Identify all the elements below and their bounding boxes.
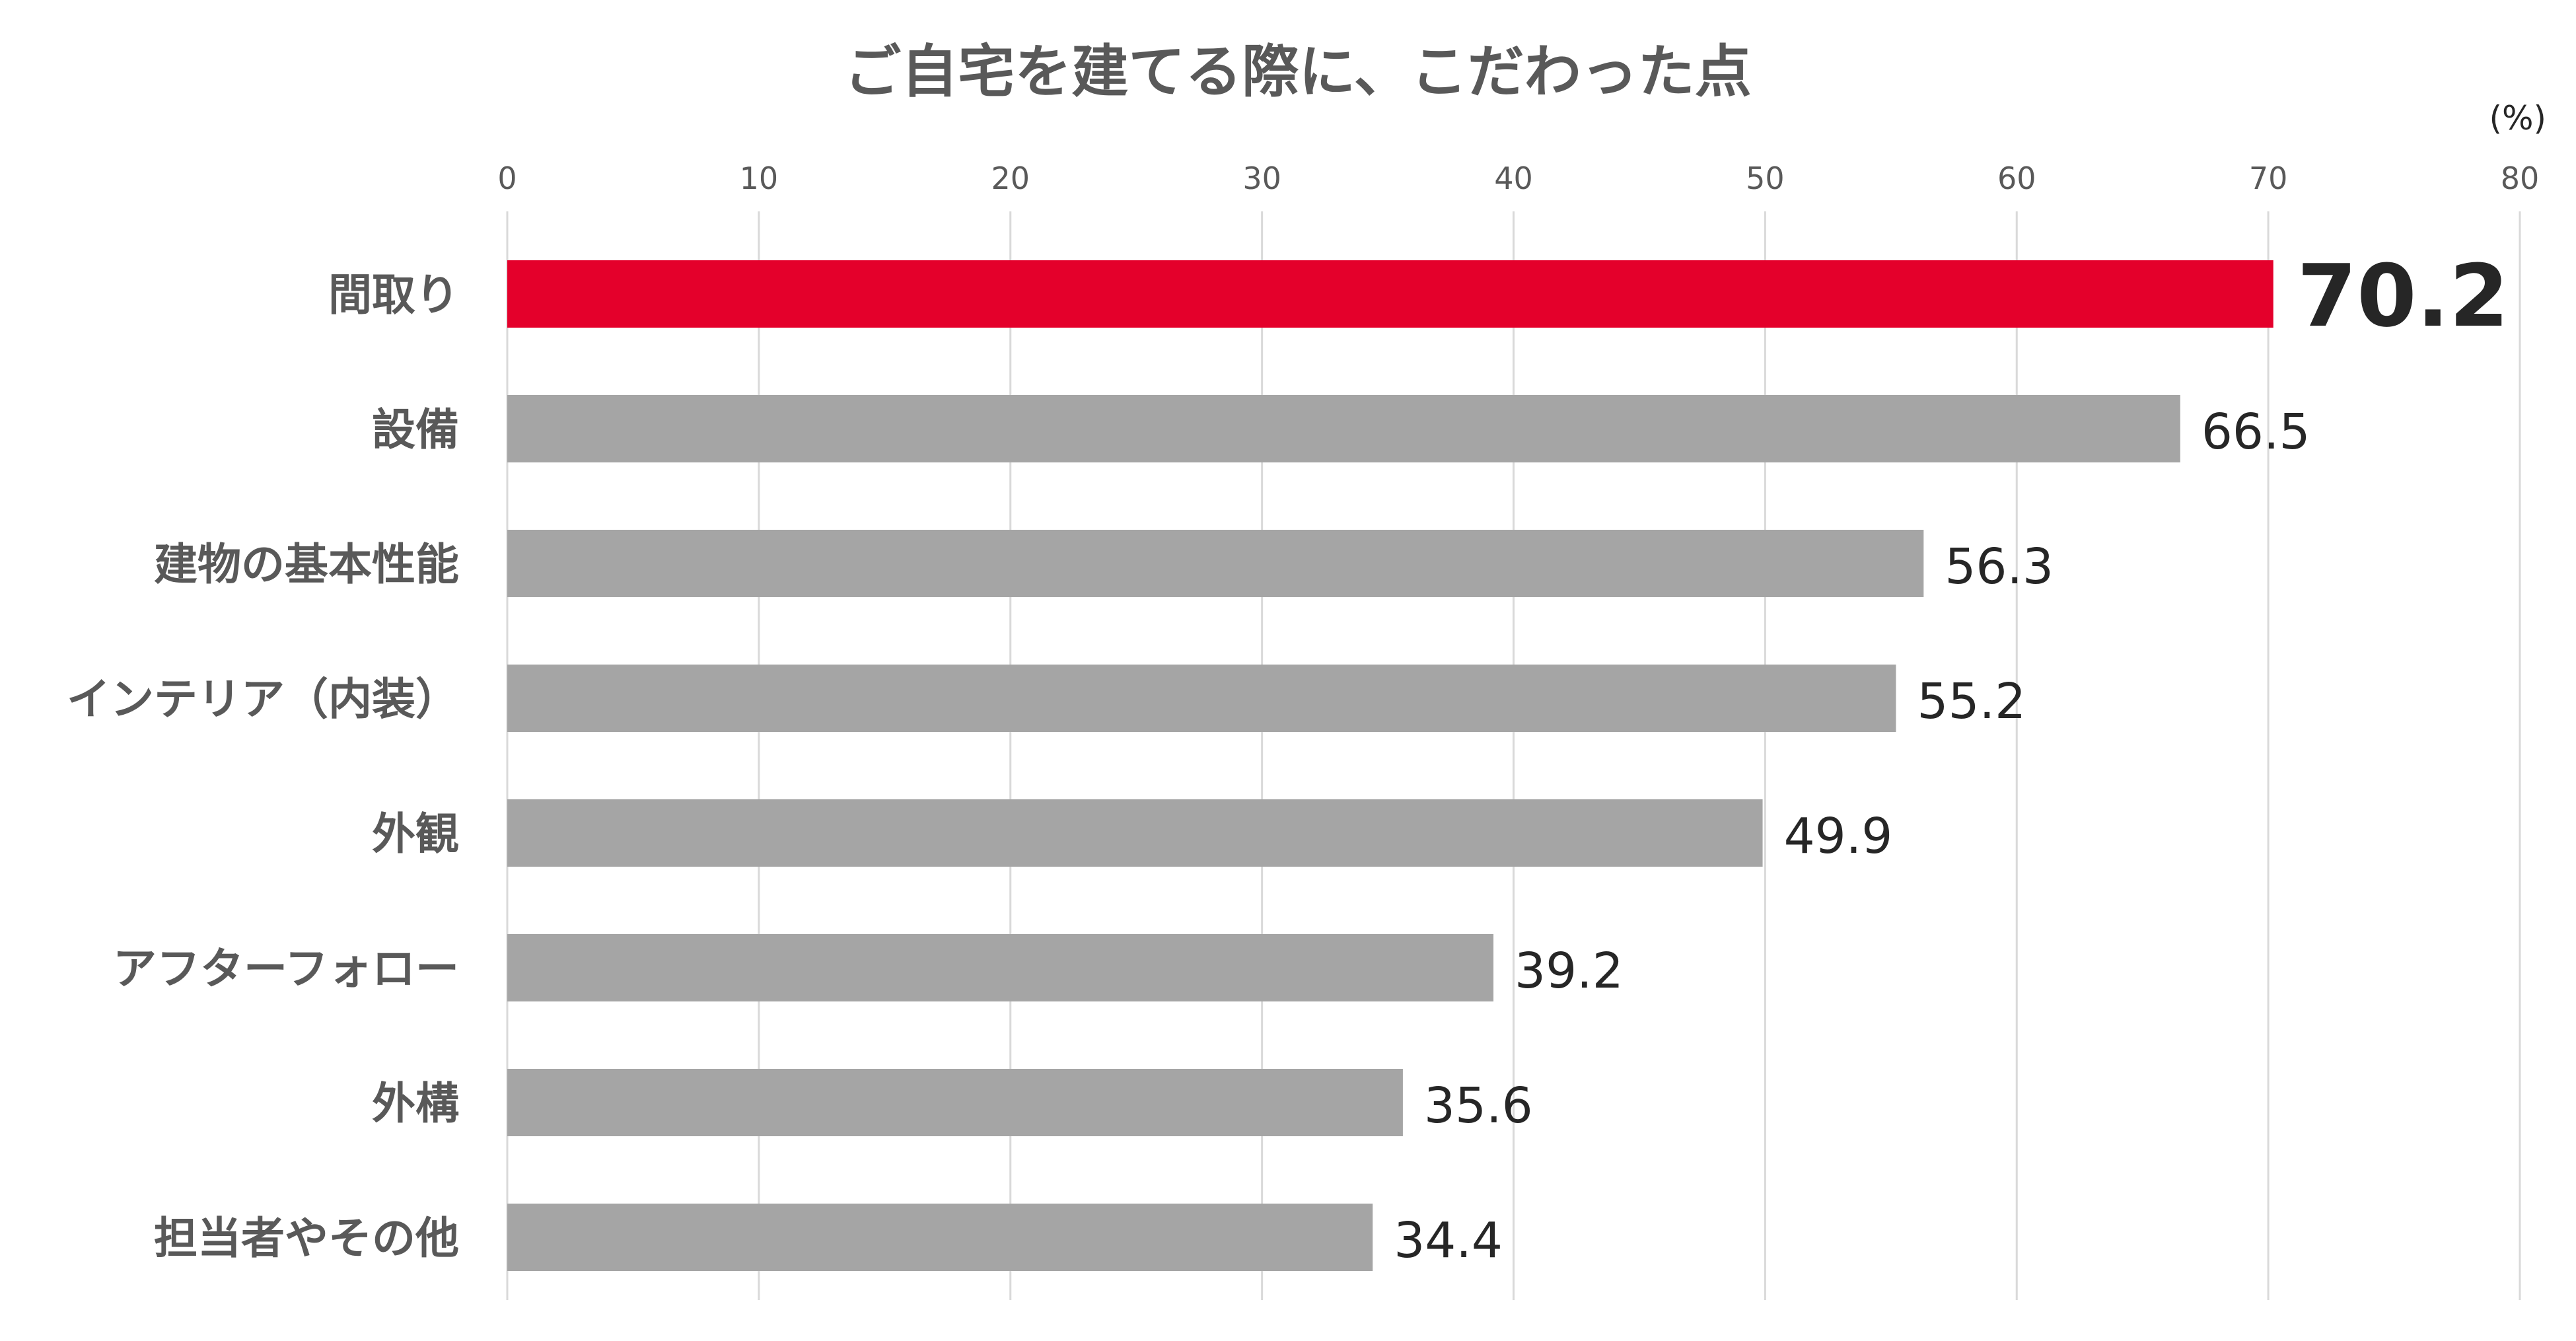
bar — [507, 934, 1494, 1001]
value-label: 49.9 — [1784, 808, 1893, 865]
x-tick-label: 80 — [2501, 161, 2540, 196]
value-label: 35.6 — [1424, 1077, 1533, 1134]
value-labels: 70.2 66.5 56.3 55.2 49.9 39.2 35.6 34.4 — [1394, 246, 2509, 1269]
value-label: 55.2 — [1917, 673, 2026, 730]
x-tick-label: 20 — [991, 161, 1030, 196]
x-tick-label: 0 — [497, 161, 517, 196]
value-label: 70.2 — [2297, 246, 2509, 346]
bar — [507, 1204, 1373, 1271]
bar — [507, 1069, 1403, 1136]
bar — [507, 665, 1896, 732]
bar — [507, 260, 2273, 328]
value-label: 66.5 — [2201, 404, 2310, 460]
x-tick-label: 60 — [1997, 161, 2036, 196]
bar — [507, 530, 1924, 597]
category-label: インテリア（内装） — [67, 674, 459, 725]
bar — [507, 799, 1763, 867]
category-label: 設備 — [372, 404, 459, 455]
category-label: アフターフォロー — [113, 943, 459, 994]
category-label: 担当者やその他 — [154, 1213, 459, 1264]
x-tick-label: 40 — [1494, 161, 1533, 196]
category-label: 間取り — [328, 270, 459, 320]
bar — [507, 395, 2180, 462]
unit-label: (%) — [2489, 99, 2546, 137]
value-label: 56.3 — [1945, 538, 2054, 595]
value-label: 39.2 — [1515, 943, 1624, 999]
category-label: 外構 — [372, 1078, 459, 1129]
category-label: 外観 — [372, 809, 459, 859]
x-tick-label: 10 — [740, 161, 779, 196]
category-label: 建物の基本性能 — [154, 539, 459, 590]
bars — [507, 260, 2273, 1271]
x-tick-label: 30 — [1242, 161, 1281, 196]
x-tick-label: 70 — [2249, 161, 2288, 196]
chart-title: ご自宅を建てる際に、こだわった点 — [844, 39, 1751, 105]
value-label: 34.4 — [1394, 1212, 1503, 1269]
x-tick-label: 50 — [1746, 161, 1785, 196]
gridlines — [506, 211, 2521, 1300]
x-axis-ticks: 0 10 20 30 40 50 60 70 80 — [497, 161, 2539, 196]
